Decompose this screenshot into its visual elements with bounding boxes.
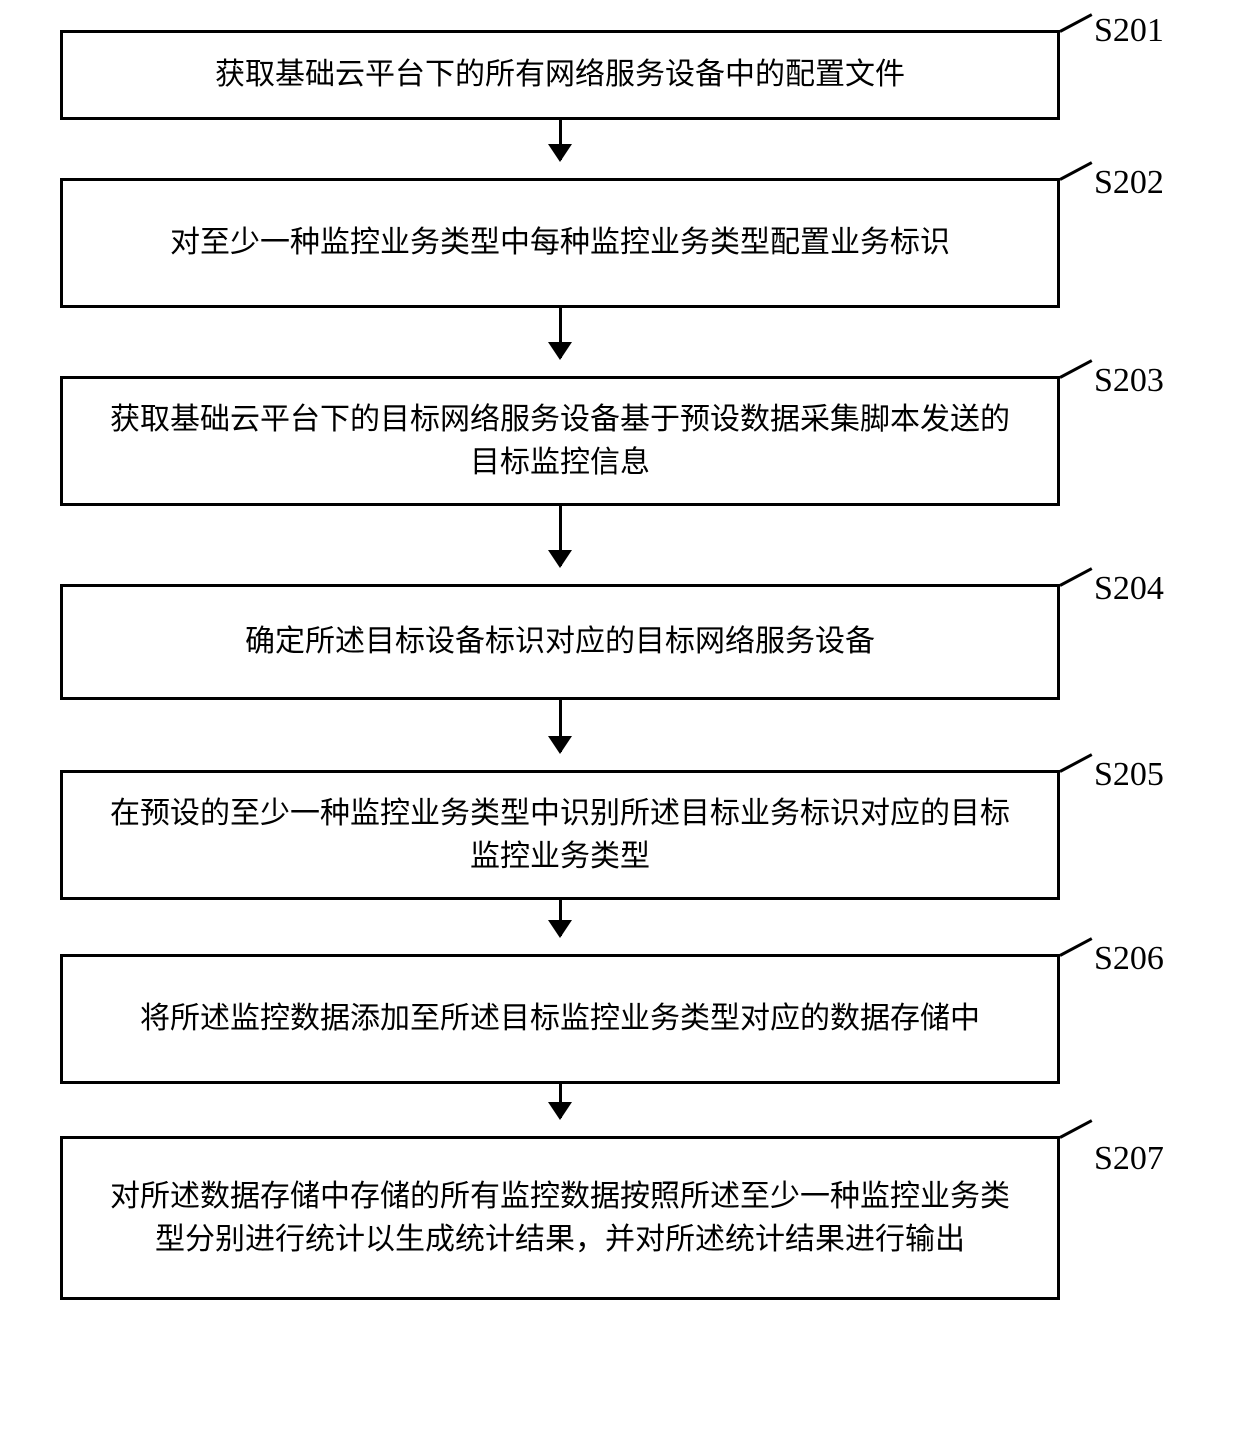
lead-line bbox=[1059, 1119, 1092, 1139]
step-row-S206: 将所述监控数据添加至所述目标监控业务类型对应的数据存储中S206 bbox=[60, 954, 1180, 1084]
step-box-S201: 获取基础云平台下的所有网络服务设备中的配置文件 bbox=[60, 30, 1060, 120]
arrow-icon bbox=[559, 308, 562, 358]
lead-line bbox=[1059, 161, 1092, 181]
step-row-S203: 获取基础云平台下的目标网络服务设备基于预设数据采集脚本发送的目标监控信息S203 bbox=[60, 376, 1180, 506]
step-box-S206: 将所述监控数据添加至所述目标监控业务类型对应的数据存储中 bbox=[60, 954, 1060, 1084]
step-label-S203: S203 bbox=[1094, 362, 1164, 400]
step-row-S207: 对所述数据存储中存储的所有监控数据按照所述至少一种监控业务类型分别进行统计以生成… bbox=[60, 1136, 1180, 1300]
step-box-S204: 确定所述目标设备标识对应的目标网络服务设备 bbox=[60, 584, 1060, 700]
flowchart-container: 获取基础云平台下的所有网络服务设备中的配置文件S201 对至少一种监控业务类型中每… bbox=[60, 30, 1180, 1300]
step-label-S205: S205 bbox=[1094, 756, 1164, 794]
lead-line bbox=[1059, 13, 1092, 33]
step-text: 获取基础云平台下的目标网络服务设备基于预设数据采集脚本发送的目标监控信息 bbox=[103, 398, 1017, 485]
connector-arrow bbox=[60, 700, 1060, 770]
step-label-S206: S206 bbox=[1094, 940, 1164, 978]
lead-line bbox=[1059, 753, 1092, 773]
step-box-S207: 对所述数据存储中存储的所有监控数据按照所述至少一种监控业务类型分别进行统计以生成… bbox=[60, 1136, 1060, 1300]
arrow-icon bbox=[559, 120, 562, 160]
step-text: 对所述数据存储中存储的所有监控数据按照所述至少一种监控业务类型分别进行统计以生成… bbox=[103, 1175, 1017, 1262]
step-label-S201: S201 bbox=[1094, 12, 1164, 50]
step-row-S204: 确定所述目标设备标识对应的目标网络服务设备S204 bbox=[60, 584, 1180, 700]
connector-arrow bbox=[60, 506, 1060, 584]
step-label-S207: S207 bbox=[1094, 1140, 1164, 1178]
connector-arrow bbox=[60, 120, 1060, 178]
step-row-S205: 在预设的至少一种监控业务类型中识别所述目标业务标识对应的目标监控业务类型S205 bbox=[60, 770, 1180, 900]
step-row-S201: 获取基础云平台下的所有网络服务设备中的配置文件S201 bbox=[60, 30, 1180, 120]
step-text: 将所述监控数据添加至所述目标监控业务类型对应的数据存储中 bbox=[140, 997, 980, 1041]
step-text: 获取基础云平台下的所有网络服务设备中的配置文件 bbox=[215, 53, 905, 97]
connector-arrow bbox=[60, 900, 1060, 954]
step-text: 确定所述目标设备标识对应的目标网络服务设备 bbox=[245, 620, 875, 664]
connector-arrow bbox=[60, 1084, 1060, 1136]
step-row-S202: 对至少一种监控业务类型中每种监控业务类型配置业务标识S202 bbox=[60, 178, 1180, 308]
lead-line bbox=[1059, 567, 1092, 587]
arrow-icon bbox=[559, 900, 562, 936]
arrow-icon bbox=[559, 1084, 562, 1118]
step-box-S203: 获取基础云平台下的目标网络服务设备基于预设数据采集脚本发送的目标监控信息 bbox=[60, 376, 1060, 506]
connector-arrow bbox=[60, 308, 1060, 376]
step-box-S202: 对至少一种监控业务类型中每种监控业务类型配置业务标识 bbox=[60, 178, 1060, 308]
step-box-S205: 在预设的至少一种监控业务类型中识别所述目标业务标识对应的目标监控业务类型 bbox=[60, 770, 1060, 900]
step-label-S202: S202 bbox=[1094, 164, 1164, 202]
step-label-S204: S204 bbox=[1094, 570, 1164, 608]
step-text: 对至少一种监控业务类型中每种监控业务类型配置业务标识 bbox=[170, 221, 950, 265]
lead-line bbox=[1059, 937, 1092, 957]
step-text: 在预设的至少一种监控业务类型中识别所述目标业务标识对应的目标监控业务类型 bbox=[103, 792, 1017, 879]
arrow-icon bbox=[559, 506, 562, 566]
lead-line bbox=[1059, 359, 1092, 379]
arrow-icon bbox=[559, 700, 562, 752]
